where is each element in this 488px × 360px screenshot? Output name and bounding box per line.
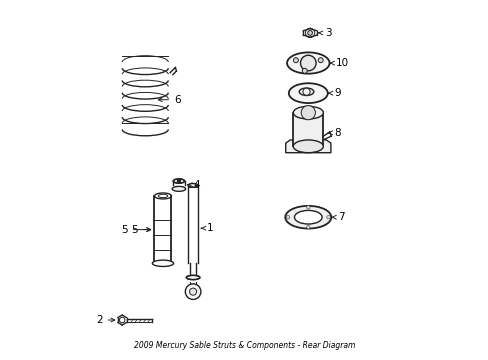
Circle shape xyxy=(189,288,196,295)
Circle shape xyxy=(285,215,289,219)
Circle shape xyxy=(293,58,298,63)
Ellipse shape xyxy=(152,260,173,266)
Ellipse shape xyxy=(299,88,313,95)
Circle shape xyxy=(306,206,309,209)
Circle shape xyxy=(177,179,181,183)
Ellipse shape xyxy=(293,106,323,119)
Ellipse shape xyxy=(286,53,329,74)
Ellipse shape xyxy=(285,206,331,229)
Circle shape xyxy=(302,68,306,73)
Text: 7: 7 xyxy=(331,212,344,222)
Ellipse shape xyxy=(172,186,185,192)
Ellipse shape xyxy=(293,140,323,153)
Text: 5: 5 xyxy=(131,225,150,235)
Ellipse shape xyxy=(186,275,200,280)
Text: 4: 4 xyxy=(187,180,200,190)
Ellipse shape xyxy=(288,83,327,103)
Circle shape xyxy=(301,105,315,120)
Text: 10: 10 xyxy=(329,58,348,68)
Polygon shape xyxy=(293,113,323,146)
Text: 8: 8 xyxy=(327,128,340,138)
Polygon shape xyxy=(285,140,330,153)
Circle shape xyxy=(306,225,309,229)
Text: 9: 9 xyxy=(328,88,340,98)
Circle shape xyxy=(185,284,201,300)
Circle shape xyxy=(300,55,315,71)
Circle shape xyxy=(318,58,323,63)
Text: 2: 2 xyxy=(96,315,115,325)
Ellipse shape xyxy=(173,179,184,183)
Text: 6: 6 xyxy=(158,95,180,105)
Circle shape xyxy=(326,215,330,219)
Text: 1: 1 xyxy=(201,223,213,233)
Text: 3: 3 xyxy=(318,28,331,38)
Circle shape xyxy=(307,31,312,35)
Circle shape xyxy=(305,28,314,37)
Ellipse shape xyxy=(294,210,322,224)
Circle shape xyxy=(303,88,309,95)
Text: 2009 Mercury Sable Struts & Components - Rear Diagram: 2009 Mercury Sable Struts & Components -… xyxy=(134,341,354,350)
Text: 5: 5 xyxy=(121,225,150,235)
